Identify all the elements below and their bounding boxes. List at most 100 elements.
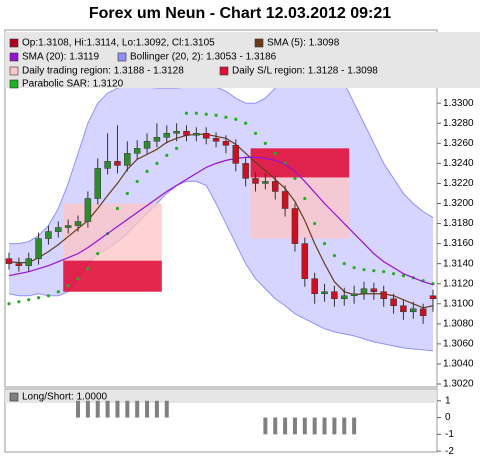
candle-body [212,138,220,142]
y-tick-label: 1.3040 [443,359,474,370]
sar-dot [303,196,307,201]
y-tick-label: 1 [445,395,451,406]
y-tick-label: 1.3080 [443,318,474,329]
region [63,203,162,261]
legend-swatch [219,66,229,76]
candle-body [291,208,299,244]
candle-body [35,238,42,259]
legend-swatch [9,79,19,89]
sar-dot [46,294,51,298]
legend-swatch [9,52,19,62]
candle-body [419,308,427,317]
candle-body [104,161,111,169]
legend-box [5,32,480,88]
legend-swatch [9,38,19,48]
sar-dot [214,113,218,117]
candle-body [242,163,249,179]
candle-body [262,181,269,184]
signal-bar [135,400,140,418]
sar-dot [175,146,179,150]
signal-bar [145,400,150,418]
sar-dot [372,269,376,273]
y-tick-label: 1.3240 [443,158,474,169]
y-tick-label: 1.3200 [443,198,474,209]
signal-bar [283,417,288,435]
signal-bar [105,400,110,418]
candle-body [232,145,240,164]
sar-dot [165,153,169,157]
candle-body [222,141,230,146]
sar-dot [184,111,189,115]
sar-dot [86,267,90,271]
candle-body [271,181,279,192]
sar-dot [332,254,336,258]
sub-legend-box [5,390,437,403]
legend-swatch [9,66,19,76]
sar-dot [194,111,198,115]
region [63,260,162,292]
signal-bar [302,417,307,435]
y-tick-label: 1.3100 [443,298,474,309]
signal-bar [125,400,130,418]
candle-body [321,291,328,294]
signal-bar [263,417,268,435]
candle-body [45,231,52,239]
bollinger-fill [9,53,433,351]
candle-body [94,168,101,199]
legend-swatch [117,52,127,62]
sar-dot [273,151,277,155]
candle-body [301,243,309,279]
y-tick-label: -2 [445,446,454,457]
y-tick-label: -1 [445,429,454,440]
sar-dot [382,270,386,274]
candle-body [370,288,378,292]
signal-bar [76,400,81,418]
sar-dot [352,266,356,270]
sar-dot [155,161,159,165]
candle-body [429,295,437,300]
candle-body [25,258,32,266]
y-tick-label: 1.3260 [443,138,474,149]
signal-bar [115,400,120,418]
candle-body [202,133,210,139]
y-tick-label: 1.3060 [443,339,474,350]
legend-label: Daily trading region: 1.3188 - 1.3128 [22,66,184,77]
signal-bar [322,417,327,435]
candle-body [193,133,200,136]
legend-label: Parabolic SAR: 1.3120 [22,79,124,90]
signal-bar [342,417,347,435]
legend-label: Daily S/L region: 1.3128 - 1.3098 [232,66,378,77]
candle-body [153,137,161,142]
sar-dot [204,112,208,116]
candle-body [74,221,82,226]
candle-body [281,191,289,209]
candle-body [380,291,387,300]
sar-dot [36,296,41,300]
region [250,177,350,239]
signal-bar [352,417,357,435]
candle-body [350,293,358,296]
sar-dot [17,300,21,304]
sar-dot [244,121,248,125]
sar-dot [234,117,238,121]
sar-dot [56,290,60,294]
candle-body [400,305,407,313]
candle-body [390,298,397,307]
y-tick-label: 1.3160 [443,238,474,249]
signal-bar [95,400,100,418]
legend-swatch [254,38,264,48]
signal-bar [332,417,337,435]
signal-bar [154,400,159,418]
sma-line [8,156,434,286]
y-tick-label: 1.3220 [443,178,474,189]
candle-body [84,198,92,222]
candle-body [143,141,151,149]
sar-dot [135,179,139,184]
sar-dot [115,206,120,211]
sar-dot [145,169,149,173]
candle-body [124,153,131,166]
legend-label: Op:1.3108, Hi:1.3114, Lo:1.3092, Cl:1.31… [22,38,215,49]
legend-swatch [9,392,19,402]
y-tick-label: 1.3120 [443,278,474,289]
